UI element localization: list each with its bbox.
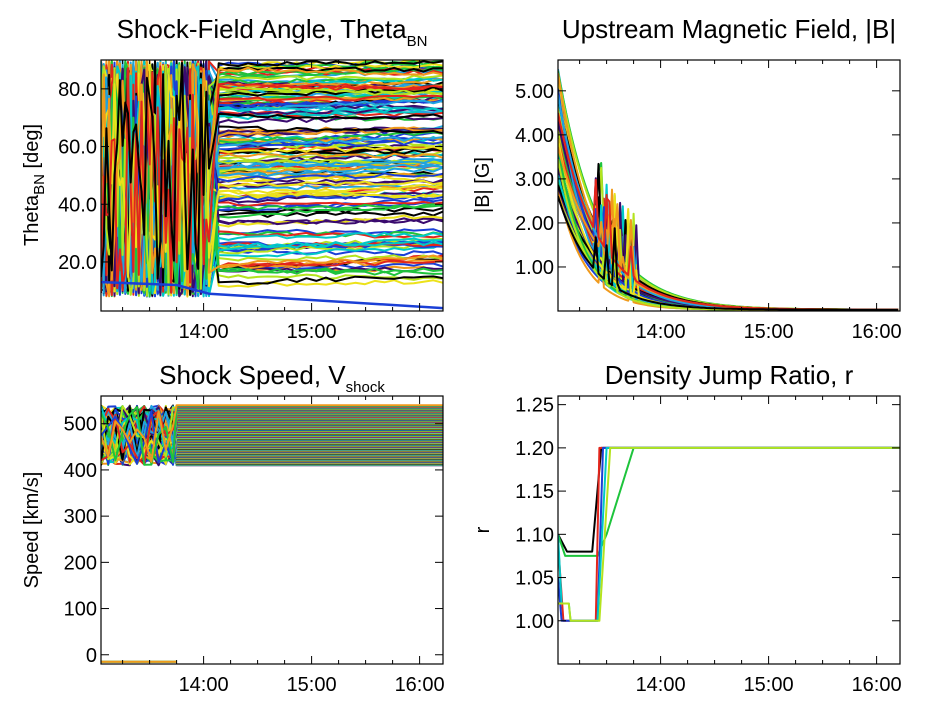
theta-ticks: 14:00 15:00 16:00 20.0 40.0 60.0 80.0	[58, 60, 445, 343]
ratio-xtick-label: 14:00	[636, 674, 686, 696]
bfield-ytick-label: 5.00	[515, 81, 554, 103]
bfield-ytick-label: 1.00	[515, 257, 554, 279]
bfield-series-group	[558, 69, 899, 311]
ratio-ytick-label: 1.00	[515, 611, 554, 633]
bfield-title: Upstream Magnetic Field, |B|	[562, 14, 896, 44]
theta-xtick-label: 16:00	[395, 321, 445, 343]
bfield-series-line	[558, 195, 899, 311]
ratio-y-axis-label: r	[472, 526, 494, 533]
bfield-ytick-label: 2.00	[515, 213, 554, 235]
bfield-series-line	[558, 174, 899, 311]
speed-series-line	[101, 406, 443, 460]
ratio-title: Density Jump Ratio, r	[605, 360, 854, 390]
theta-xtick-label: 14:00	[179, 321, 229, 343]
bfield-ytick-label: 4.00	[515, 125, 554, 147]
bfield-xtick-label: 16:00	[852, 321, 902, 343]
panel-ratio: Density Jump Ratio, r 14:00 15:00 16:00 1.0…	[472, 360, 902, 696]
theta-ytick-label: 60.0	[58, 137, 97, 159]
bfield-ticks: 14:00 15:00 16:00 1.00 2.00 3.00 4.00 5.00	[515, 60, 902, 343]
bfield-ytick-label: 3.00	[515, 169, 554, 191]
theta-ytick-label: 40.0	[58, 194, 97, 216]
ratio-plot-frame	[557, 395, 901, 665]
speed-xtick-label: 14:00	[179, 674, 229, 696]
ratio-xtick-label: 15:00	[744, 674, 794, 696]
speed-series-line	[101, 404, 443, 463]
ratio-ytick-label: 1.20	[515, 438, 554, 460]
speed-ytick-label: 500	[64, 414, 97, 436]
speed-ytick-label: 100	[64, 599, 97, 621]
speed-ytick-label: 300	[64, 506, 97, 528]
speed-plot-frame	[100, 395, 444, 665]
theta-series-group	[101, 60, 443, 310]
ratio-ytick-label: 1.15	[515, 481, 554, 503]
ratio-xtick-label: 16:00	[852, 674, 902, 696]
panel-bfield: Upstream Magnetic Field, |B| 14:00 15:00 1…	[472, 14, 902, 343]
ratio-ytick-label: 1.05	[515, 568, 554, 590]
speed-y-axis-label: Speed [km/s]	[21, 472, 43, 589]
panel-theta: Shock-Field Angle, ThetaBN 14:00 15:00 16:…	[21, 14, 445, 343]
theta-plot-frame	[100, 59, 444, 312]
speed-xtick-label: 16:00	[395, 674, 445, 696]
ratio-ytick-label: 1.10	[515, 524, 554, 546]
theta-series-line	[101, 280, 443, 310]
bfield-plot-frame	[557, 59, 901, 312]
ratio-ytick-label: 1.25	[515, 395, 554, 417]
speed-ytick-label: 0	[86, 645, 97, 667]
bfield-xtick-label: 14:00	[636, 321, 686, 343]
ratio-series-group	[558, 446, 900, 622]
theta-ytick-label: 20.0	[58, 252, 97, 274]
theta-title: Shock-Field Angle, ThetaBN	[117, 14, 428, 50]
speed-ticks: 14:00 15:00 16:00 0 100 200 300 400 500	[64, 396, 445, 696]
speed-title: Shock Speed, Vshock	[159, 360, 385, 396]
ratio-series-line	[558, 446, 900, 622]
bfield-xtick-label: 15:00	[744, 321, 794, 343]
bfield-y-axis-label: |B| [G]	[472, 157, 494, 213]
speed-xtick-label: 15:00	[287, 674, 337, 696]
panel-speed: Shock Speed, Vshock 14:00 15:00 16:00 0 100 2…	[21, 360, 445, 696]
theta-series-line	[101, 61, 443, 280]
theta-y-axis-label: ThetaBN [deg]	[21, 124, 48, 246]
speed-ytick-label: 200	[64, 552, 97, 574]
speed-ytick-label: 400	[64, 460, 97, 482]
theta-ytick-label: 80.0	[58, 79, 97, 101]
speed-series-group	[101, 404, 443, 663]
theta-xtick-label: 15:00	[287, 321, 337, 343]
ratio-ticks: 14:00 15:00 16:00 1.00 1.05 1.10 1.15 1.20 1.25	[515, 395, 902, 696]
speed-series-line	[101, 404, 443, 466]
